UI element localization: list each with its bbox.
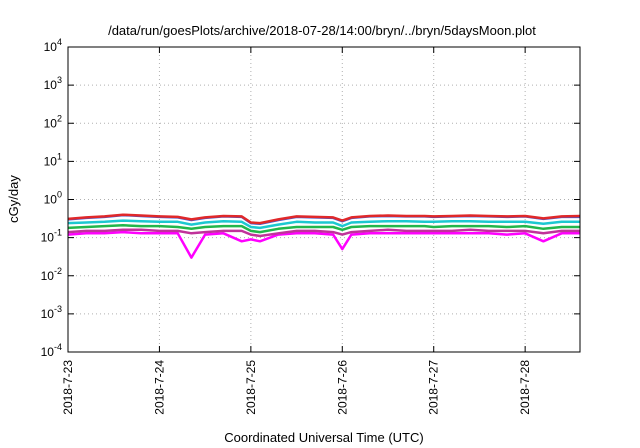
grid — [67, 46, 580, 353]
y-tick-label: 10-1 — [41, 228, 62, 245]
series-line — [67, 228, 580, 238]
x-axis: 2018-7-23 2018-7-24 2018-7-25 2018-7-26 2018… — [61, 47, 532, 415]
y-tick-label: 100 — [44, 190, 62, 207]
series-lines — [67, 213, 581, 259]
x-tick-label: 2018-7-26 — [335, 360, 349, 415]
y-axis: 10-4 10-3 10-2 10-1 100 101 102 103 104 — [41, 37, 580, 359]
y-tick-label: 102 — [44, 113, 62, 130]
series-line — [67, 213, 581, 225]
x-tick-label: 2018-7-24 — [152, 360, 166, 415]
y-tick-label: 104 — [44, 37, 62, 54]
x-tick-label: 2018-7-27 — [427, 360, 441, 415]
x-axis-label: Coordinated Universal Time (UTC) — [224, 430, 423, 445]
y-axis-label: cGy/day — [6, 175, 21, 223]
x-tick-label: 2018-7-25 — [244, 360, 258, 415]
y-tick-label: 101 — [44, 151, 62, 168]
x-tick-label: 2018-7-23 — [61, 360, 75, 415]
y-tick-label: 10-4 — [41, 342, 62, 359]
series-line — [67, 224, 580, 234]
y-tick-label: 103 — [44, 75, 62, 92]
series-line — [67, 219, 580, 230]
y-tick-label: 10-2 — [41, 266, 62, 283]
series-line — [67, 230, 580, 259]
y-tick-label: 10-3 — [41, 304, 62, 321]
chart-title: /data/run/goesPlots/archive/2018-07-28/1… — [108, 23, 536, 38]
x-tick-label: 2018-7-28 — [518, 360, 532, 415]
